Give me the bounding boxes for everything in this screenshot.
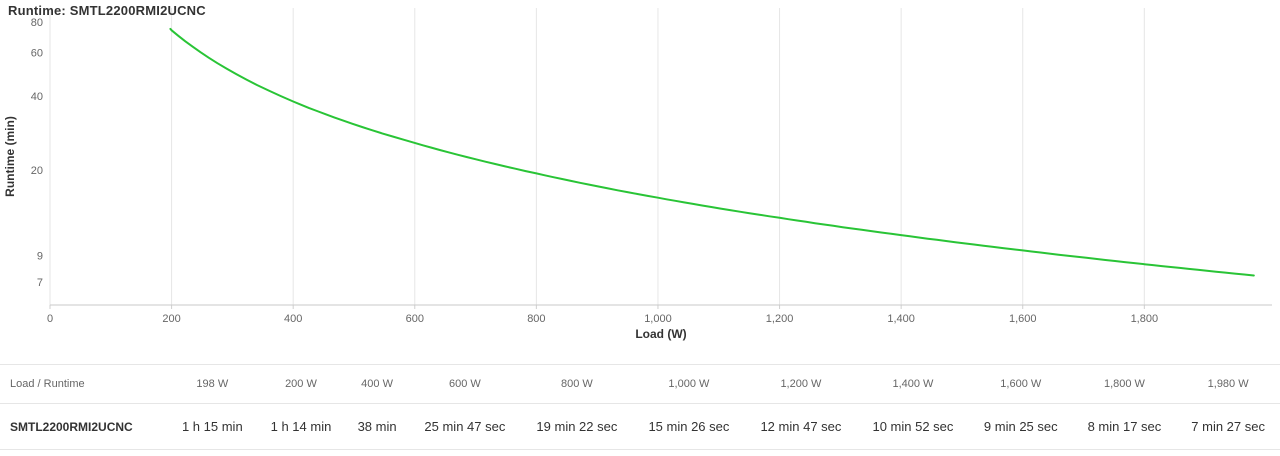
- x-tick-label: 200: [162, 313, 180, 325]
- runtime-value-cell: 8 min 17 sec: [1072, 403, 1177, 450]
- y-axis-title: Runtime (min): [3, 116, 17, 197]
- chart-title: Runtime: SMTL2200RMI2UCNC: [8, 3, 206, 18]
- x-tick-label: 1,000: [644, 313, 672, 325]
- table-header-cell: 200 W: [256, 364, 346, 404]
- runtime-chart[interactable]: 0 200 400 600 800 1,000 1,200 1,400 1,600 1,800 7 9…: [0, 0, 1280, 352]
- x-axis-title: Load (W): [635, 327, 686, 341]
- runtime-curve[interactable]: [169, 27, 1255, 277]
- table-header-cell: 600 W: [408, 364, 521, 404]
- y-tick-label: 60: [31, 48, 43, 60]
- runtime-value-cell: 7 min 27 sec: [1176, 403, 1280, 450]
- runtime-value-cell: 1 h 14 min: [256, 403, 346, 450]
- y-tick-label: 40: [31, 91, 43, 103]
- runtime-value-cell: 38 min: [345, 403, 409, 450]
- table-header-cell: 800 W: [520, 364, 633, 404]
- runtime-value-cell: 9 min 25 sec: [968, 403, 1073, 450]
- table-header-cell: 1,200 W: [744, 364, 857, 404]
- y-tick-label: 9: [37, 250, 43, 262]
- table-header-cell: 1,000 W: [632, 364, 745, 404]
- runtime-value-cell: 12 min 47 sec: [744, 403, 857, 450]
- x-tick-label: 600: [406, 313, 424, 325]
- runtime-value-cell: 15 min 26 sec: [632, 403, 745, 450]
- table-header-label: Load / Runtime: [0, 364, 168, 404]
- table-header-cell: 400 W: [345, 364, 409, 404]
- y-tick-label: 20: [31, 165, 43, 177]
- runtime-value-cell: 1 h 15 min: [168, 403, 257, 450]
- runtime-value-cell: 10 min 52 sec: [856, 403, 969, 450]
- x-tick-label: 1,200: [766, 313, 794, 325]
- table-header-cell: 1,980 W: [1176, 364, 1280, 404]
- table-header-cell: 198 W: [168, 364, 257, 404]
- y-tick-label: 7: [37, 277, 43, 289]
- x-tick-label: 1,400: [887, 313, 915, 325]
- table-header-cell: 1,600 W: [968, 364, 1073, 404]
- runtime-value-cell: 25 min 47 sec: [408, 403, 521, 450]
- runtime-value-cell: 19 min 22 sec: [520, 403, 633, 450]
- x-tick-label: 0: [47, 313, 53, 325]
- table-data-row: SMTL2200RMI2UCNC 1 h 15 min 1 h 14 min 38 m…: [0, 403, 1280, 450]
- y-tick-label: 80: [31, 17, 43, 29]
- x-tick-label: 1,800: [1131, 313, 1159, 325]
- x-tick-label: 400: [284, 313, 302, 325]
- table-header-cell: 1,800 W: [1072, 364, 1177, 404]
- table-header-cell: 1,400 W: [856, 364, 969, 404]
- x-tick-label: 800: [527, 313, 545, 325]
- runtime-chart-container: 0 200 400 600 800 1,000 1,200 1,400 1,600 1,800 7 9…: [0, 0, 1280, 352]
- model-name-cell: SMTL2200RMI2UCNC: [0, 403, 168, 450]
- x-tick-label: 1,600: [1009, 313, 1037, 325]
